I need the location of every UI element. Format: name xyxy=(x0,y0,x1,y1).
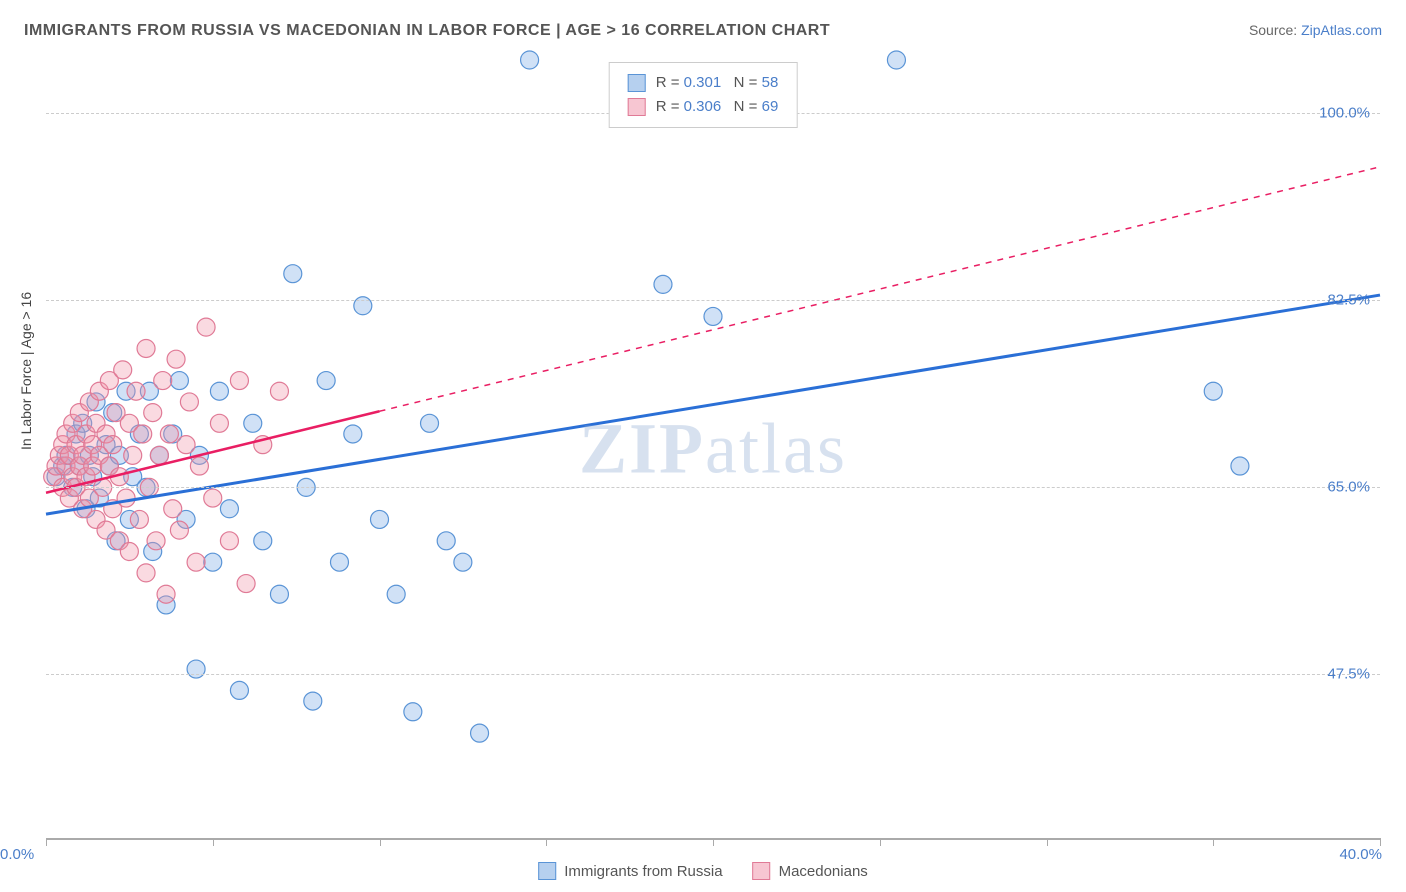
data-point xyxy=(521,51,539,69)
legend-swatch xyxy=(538,862,556,880)
x-tick xyxy=(546,838,547,846)
data-point xyxy=(471,724,489,742)
data-point xyxy=(137,339,155,357)
data-point xyxy=(167,350,185,368)
y-tick-label: 47.5% xyxy=(1327,666,1370,683)
legend-label: Immigrants from Russia xyxy=(564,863,722,880)
data-point xyxy=(114,361,132,379)
data-point xyxy=(204,553,222,571)
x-tick xyxy=(213,838,214,846)
data-point xyxy=(454,553,472,571)
source-link[interactable]: ZipAtlas.com xyxy=(1301,22,1382,38)
x-axis-min-label: 0.0% xyxy=(0,846,34,863)
x-tick xyxy=(880,838,881,846)
data-point xyxy=(1204,382,1222,400)
x-tick xyxy=(1380,838,1381,846)
y-tick-label: 82.5% xyxy=(1327,292,1370,309)
data-point xyxy=(130,510,148,528)
data-point xyxy=(210,382,228,400)
data-point xyxy=(317,372,335,390)
data-point xyxy=(190,457,208,475)
data-point xyxy=(270,585,288,603)
data-point xyxy=(177,436,195,454)
data-point xyxy=(244,414,262,432)
legend-label: Macedonians xyxy=(779,863,868,880)
data-point xyxy=(654,275,672,293)
data-point xyxy=(304,692,322,710)
data-point xyxy=(154,372,172,390)
data-point xyxy=(284,265,302,283)
legend-swatch xyxy=(628,74,646,92)
source-prefix: Source: xyxy=(1249,22,1301,38)
plot-area: 100.0%82.5%65.0%47.5% ZIPatlas xyxy=(46,60,1380,840)
data-point xyxy=(1231,457,1249,475)
x-axis-max-label: 40.0% xyxy=(1339,846,1382,863)
correlation-legend: R = 0.301 N = 58R = 0.306 N = 69 xyxy=(609,62,798,128)
data-point xyxy=(187,553,205,571)
gridline xyxy=(46,487,1380,488)
trend-line-dashed xyxy=(380,167,1381,411)
x-tick xyxy=(46,838,47,846)
data-point xyxy=(270,382,288,400)
y-tick-label: 100.0% xyxy=(1319,105,1370,122)
data-point xyxy=(137,564,155,582)
x-tick xyxy=(380,838,381,846)
data-point xyxy=(330,553,348,571)
data-point xyxy=(204,489,222,507)
x-tick xyxy=(1213,838,1214,846)
y-tick-label: 65.0% xyxy=(1327,479,1370,496)
data-point xyxy=(210,414,228,432)
data-point xyxy=(887,51,905,69)
gridline xyxy=(46,300,1380,301)
x-tick xyxy=(1047,838,1048,846)
source-attribution: Source: ZipAtlas.com xyxy=(1249,22,1382,38)
data-point xyxy=(144,404,162,422)
data-point xyxy=(160,425,178,443)
scatter-svg xyxy=(46,60,1380,838)
data-point xyxy=(437,532,455,550)
trend-line xyxy=(46,295,1380,514)
data-point xyxy=(197,318,215,336)
data-point xyxy=(134,425,152,443)
data-point xyxy=(220,532,238,550)
legend-item: Macedonians xyxy=(753,862,868,880)
data-point xyxy=(180,393,198,411)
data-point xyxy=(387,585,405,603)
chart-title: IMMIGRANTS FROM RUSSIA VS MACEDONIAN IN … xyxy=(24,22,830,40)
plot-inner: 100.0% 82.5% 65.0% 47.5% xyxy=(46,60,1380,838)
data-point xyxy=(104,436,122,454)
data-point xyxy=(170,372,188,390)
legend-stats: R = 0.306 N = 69 xyxy=(656,95,779,119)
data-point xyxy=(421,414,439,432)
legend-stats: R = 0.301 N = 58 xyxy=(656,71,779,95)
data-point xyxy=(170,521,188,539)
correlation-legend-row: R = 0.301 N = 58 xyxy=(628,71,779,95)
data-point xyxy=(117,489,135,507)
series-legend: Immigrants from Russia Macedonians xyxy=(538,862,868,880)
data-point xyxy=(220,500,238,518)
y-axis-label: In Labor Force | Age > 16 xyxy=(18,292,34,450)
data-point xyxy=(254,532,272,550)
data-point xyxy=(124,446,142,464)
data-point xyxy=(371,510,389,528)
data-point xyxy=(157,585,175,603)
data-point xyxy=(147,532,165,550)
data-point xyxy=(127,382,145,400)
data-point xyxy=(230,681,248,699)
data-point xyxy=(704,307,722,325)
data-point xyxy=(344,425,362,443)
correlation-legend-row: R = 0.306 N = 69 xyxy=(628,95,779,119)
gridline xyxy=(46,674,1380,675)
data-point xyxy=(237,575,255,593)
legend-swatch xyxy=(628,98,646,116)
x-tick xyxy=(713,838,714,846)
data-point xyxy=(150,446,168,464)
legend-item: Immigrants from Russia xyxy=(538,862,722,880)
data-point xyxy=(230,372,248,390)
data-point xyxy=(120,543,138,561)
data-point xyxy=(164,500,182,518)
data-point xyxy=(404,703,422,721)
legend-swatch xyxy=(753,862,771,880)
